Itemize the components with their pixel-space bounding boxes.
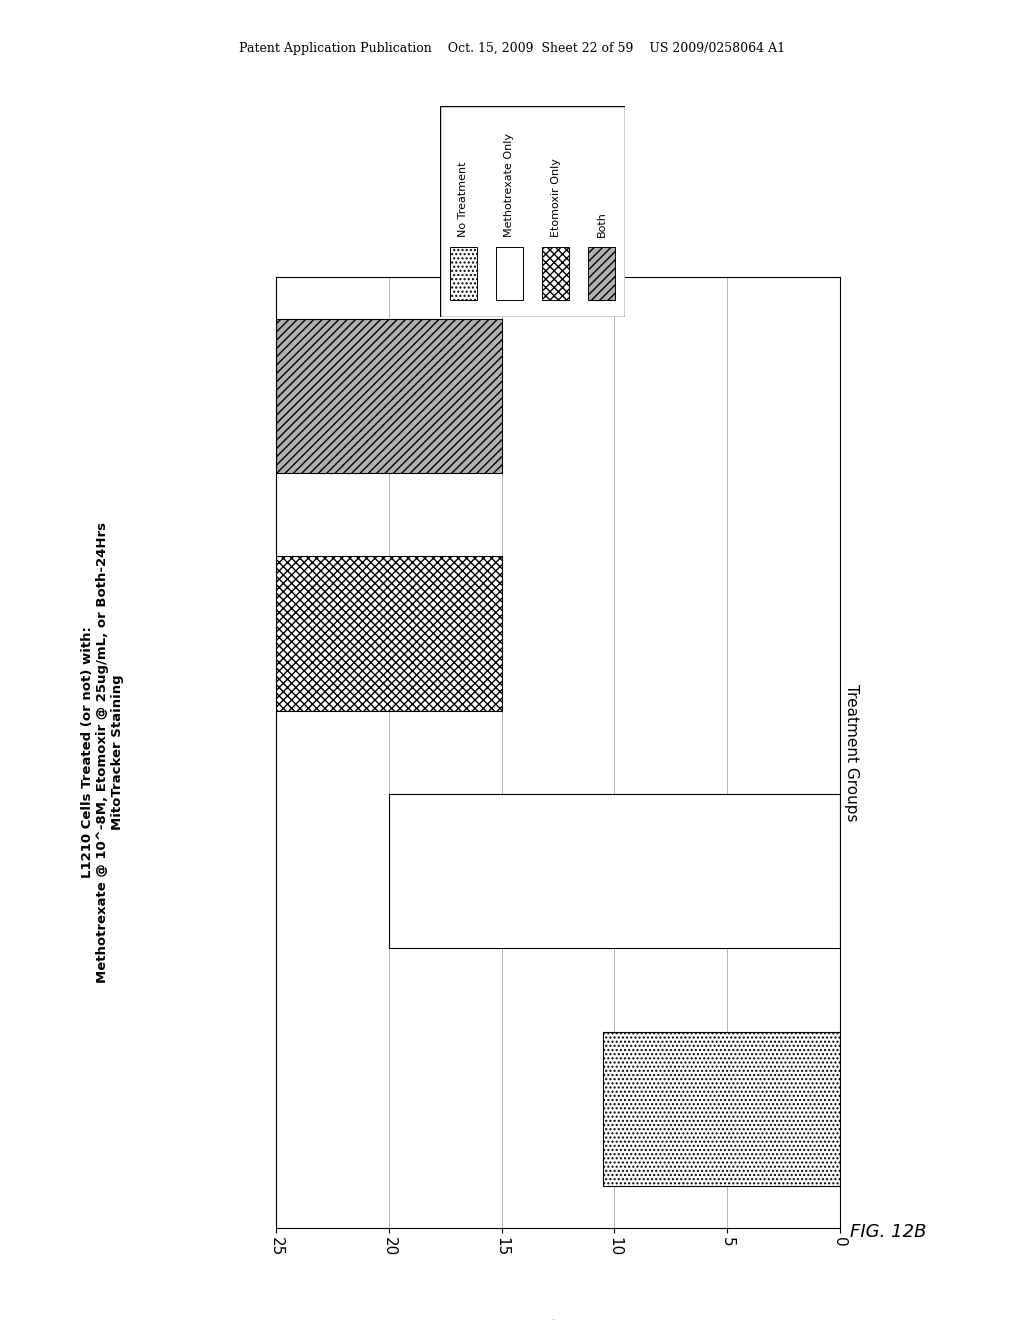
FancyBboxPatch shape — [496, 247, 523, 300]
Text: Etomoxir Only: Etomoxir Only — [551, 157, 560, 236]
FancyBboxPatch shape — [588, 247, 615, 300]
Text: No Treatment: No Treatment — [459, 161, 468, 236]
Y-axis label: Treatment Groups: Treatment Groups — [844, 684, 859, 821]
FancyBboxPatch shape — [450, 247, 477, 300]
Bar — [603, 1032, 840, 1185]
Bar — [389, 795, 840, 948]
Text: Patent Application Publication    Oct. 15, 2009  Sheet 22 of 59    US 2009/02580: Patent Application Publication Oct. 15, … — [239, 42, 785, 55]
Bar — [276, 556, 502, 710]
Text: L1210 Cells Treated (or not) with:
Methotrexate @ 10^-8M, Etomoxir @ 25ug/mL, or: L1210 Cells Treated (or not) with: Metho… — [81, 521, 124, 983]
FancyBboxPatch shape — [440, 106, 625, 317]
FancyBboxPatch shape — [542, 247, 569, 300]
Text: Methotrexate Only: Methotrexate Only — [505, 132, 514, 236]
Text: Both: Both — [597, 211, 606, 236]
Text: FIG. 12B: FIG. 12B — [850, 1222, 927, 1241]
Bar — [276, 319, 502, 474]
